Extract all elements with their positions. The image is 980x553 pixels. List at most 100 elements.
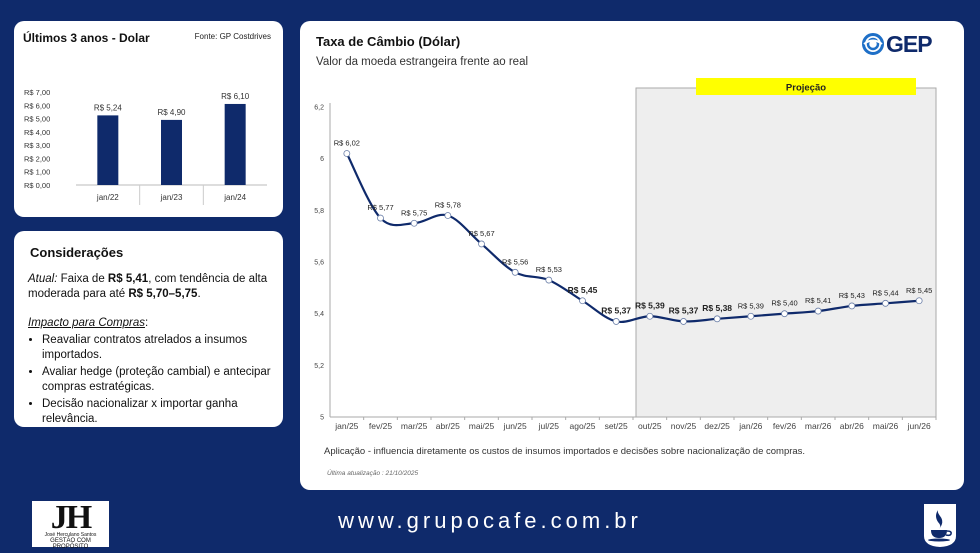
y-tick-label: 5	[320, 415, 324, 422]
application-note: Aplicação - influencia diretamente os cu…	[324, 446, 806, 457]
y-tick-label: 5,2	[314, 363, 324, 370]
x-tick-label: out/25	[638, 421, 662, 431]
bar-y-tick-label: R$ 7,00	[24, 88, 50, 97]
current-text-1: Faixa de	[57, 273, 108, 285]
x-tick-label: abr/26	[840, 421, 864, 431]
gep-swirl-icon	[862, 33, 884, 55]
data-point-marker	[781, 310, 788, 318]
data-point-label: R$ 5,39	[738, 301, 764, 310]
target-range: R$ 5,70–5,75	[128, 288, 198, 300]
data-point-marker	[646, 312, 654, 320]
bar-y-tick-label: R$ 0,00	[24, 181, 50, 190]
data-point-label: R$ 5,53	[536, 265, 562, 274]
data-point-label: R$ 5,37	[669, 305, 699, 315]
data-point-label: R$ 5,39	[635, 300, 665, 310]
data-point-marker	[612, 318, 620, 325]
x-tick-label: jun/26	[907, 421, 931, 431]
bar-x-tick-label: jan/24	[223, 193, 246, 202]
x-tick-label: mai/26	[873, 421, 899, 431]
data-point-label: R$ 5,40	[771, 299, 797, 308]
x-tick-label: mai/25	[469, 421, 495, 431]
data-point-label: R$ 5,45	[906, 286, 932, 295]
bar	[224, 103, 246, 185]
exchange-rate-line-chart: Projeção 5 5,2 5,4 5,6 5,8 6 6,2 jan/25 fev/25 mar…	[314, 78, 937, 431]
x-tick-label: jul/25	[538, 421, 560, 431]
data-point-label: R$ 5,75	[401, 208, 427, 217]
x-tick-label: jan/25	[334, 421, 358, 431]
bar	[161, 119, 182, 185]
bar-data-label: R$ 6,10	[221, 92, 250, 101]
gep-logo: GEP	[862, 30, 933, 57]
x-tick-label: dez/25	[704, 421, 730, 431]
website-url[interactable]: www.grupocafe.com.br	[338, 508, 642, 533]
data-point-label: R$ 5,77	[367, 203, 393, 212]
bar	[97, 115, 119, 185]
data-point-marker	[680, 318, 687, 325]
y-tick-label: 5,4	[314, 311, 324, 318]
last-update: Última atualização : 21/10/2025	[327, 470, 419, 477]
current-range-text: Atual: Faixa de R$ 5,41, com tendência d…	[28, 272, 273, 302]
jh-logo-letters: JH	[50, 499, 92, 536]
data-point-label: R$ 5,45	[568, 285, 598, 295]
x-tick-label: jun/25	[503, 421, 527, 431]
exchange-rate-card: Taxa de Câmbio (Dólar) Valor da moeda es…	[300, 21, 964, 490]
y-tick-label: 5,6	[314, 260, 324, 267]
main-chart-subtitle: Valor da moeda estrangeira frente ao rea…	[316, 56, 529, 68]
data-point-label: R$ 5,41	[805, 296, 831, 305]
data-point-label: R$ 6,02	[334, 139, 360, 148]
data-point-marker	[747, 312, 755, 320]
impact-list: Reavaliar contratos atrelados a insumos …	[28, 333, 273, 427]
bar-y-tick-label: R$ 5,00	[24, 115, 50, 124]
bar-x-tick-label: jan/23	[160, 193, 183, 202]
current-value: R$ 5,41	[107, 273, 149, 285]
data-point-marker	[444, 212, 452, 219]
x-tick-label: fev/26	[773, 421, 796, 431]
bar-data-label: R$ 4,90	[157, 108, 186, 117]
x-tick-label: ago/25	[570, 421, 596, 431]
considerations-title: Considerações	[30, 245, 124, 260]
bar-y-tick-label: R$ 6,00	[24, 101, 50, 110]
data-point-label: R$ 5,56	[502, 257, 528, 266]
x-tick-label: fev/25	[369, 421, 392, 431]
bar-chart-title: Últimos 3 anos - Dolar	[23, 31, 150, 45]
data-point-marker	[545, 276, 553, 284]
data-point-marker	[478, 240, 485, 248]
data-point-marker	[713, 315, 721, 323]
bar-data-label: R$ 5,24	[94, 103, 123, 112]
jh-logo-name: José Herculano Santos	[44, 532, 97, 538]
current-label: Atual:	[28, 273, 58, 285]
coffee-cup-icon	[924, 504, 956, 547]
data-point-marker	[915, 297, 923, 305]
data-point-marker	[814, 307, 822, 315]
x-tick-label: jan/26	[738, 421, 762, 431]
data-point-marker	[882, 299, 889, 307]
data-point-label: R$ 5,67	[468, 229, 494, 238]
bar-chart-card: Últimos 3 anos - Dolar Fonte: GP Costdri…	[14, 21, 283, 217]
x-tick-label: nov/25	[671, 421, 697, 431]
impact-item: Reavaliar contratos atrelados a insumos …	[42, 333, 273, 363]
data-point-marker	[343, 150, 351, 157]
projection-region	[635, 87, 937, 418]
data-point-label: R$ 5,37	[601, 305, 631, 315]
projection-banner	[696, 78, 916, 95]
current-text-3: .	[197, 288, 201, 300]
impact-item: Decisão nacionalizar x importar ganha re…	[42, 397, 273, 427]
current-text-2: , com tendência de alta moderada para at…	[28, 273, 268, 300]
bar-y-tick-label: R$ 2,00	[24, 154, 50, 163]
data-point-label: R$ 5,44	[872, 288, 898, 297]
data-point-marker	[377, 214, 384, 222]
data-point-marker	[579, 297, 586, 305]
impact-colon: :	[144, 317, 149, 329]
data-point-marker	[410, 219, 418, 227]
jh-logo: JH José Herculano Santos GESTÃO COM PROP…	[32, 499, 109, 550]
impact-title: Impacto para Compras	[28, 317, 145, 329]
gep-brand-text: GEP	[886, 30, 933, 57]
x-tick-label: mar/25	[401, 421, 428, 431]
y-tick-label: 6	[320, 156, 324, 163]
main-chart-title: Taxa de Câmbio (Dólar)	[316, 34, 461, 49]
bar-y-tick-label: R$ 4,00	[24, 128, 50, 137]
data-point-label: R$ 5,78	[435, 201, 461, 210]
data-point-label: R$ 5,43	[839, 291, 865, 300]
x-tick-label: set/25	[605, 421, 628, 431]
data-point-label: R$ 5,38	[702, 303, 732, 313]
